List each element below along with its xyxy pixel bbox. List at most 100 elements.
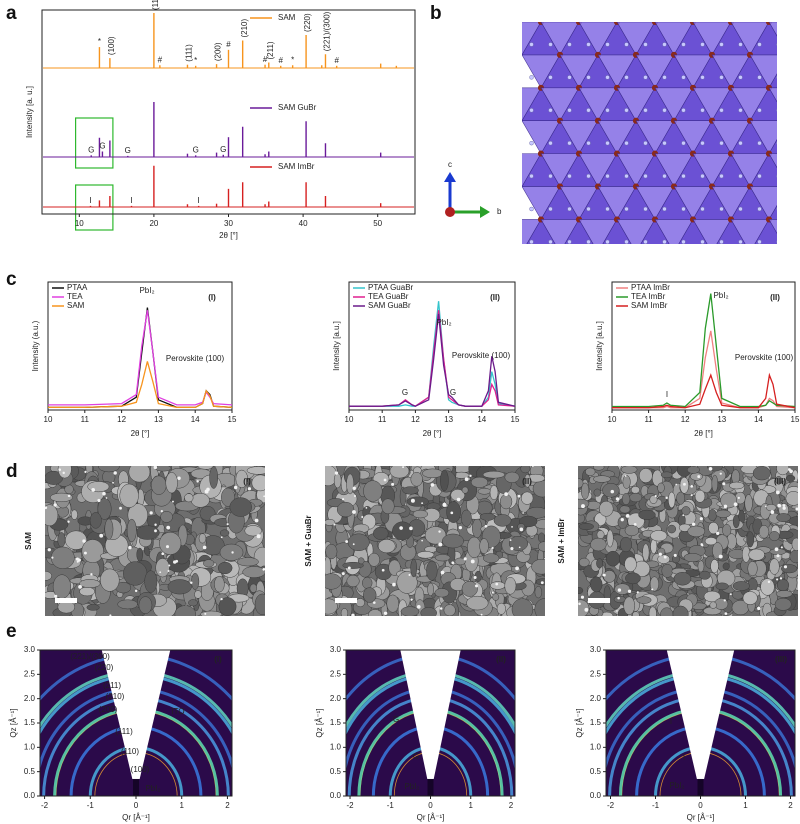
atom (681, 75, 686, 80)
x-tick-label: -2 (346, 801, 354, 810)
grain (492, 593, 500, 601)
grain (629, 492, 643, 503)
grain (470, 476, 489, 488)
bright-speck (697, 475, 701, 479)
atom (700, 206, 705, 212)
octahedron (674, 252, 712, 285)
grain (619, 536, 633, 553)
bright-speck (262, 568, 265, 571)
grain (190, 493, 210, 508)
atom (529, 108, 534, 113)
grain (720, 492, 738, 509)
atom (796, 108, 800, 112)
peak-label: G (88, 145, 94, 154)
grain (758, 525, 770, 539)
bright-speck (438, 530, 441, 533)
bright-speck (167, 570, 170, 572)
bright-speck (540, 581, 544, 585)
grain (499, 494, 513, 510)
peak-label: G (193, 145, 199, 154)
grain (765, 504, 777, 512)
legend-label: SAM ImBr (278, 162, 315, 171)
bright-speck (718, 554, 723, 559)
bright-speck (53, 503, 57, 507)
atom (529, 140, 534, 146)
grain (715, 582, 729, 591)
grain (254, 593, 265, 616)
grain (731, 469, 741, 485)
octahedron (788, 0, 800, 22)
grain (333, 472, 342, 489)
grain (482, 470, 505, 479)
bright-speck (719, 472, 722, 475)
grain (776, 466, 790, 476)
y-axis-label: Intensity [a.u.] (595, 321, 604, 371)
atom (662, 239, 667, 244)
axis-label: b (497, 207, 502, 216)
bright-speck (333, 523, 336, 526)
x-tick-label: 10 (75, 219, 84, 228)
grain (744, 494, 753, 513)
annotation: (210) (106, 692, 125, 701)
grain (482, 553, 500, 563)
grain (373, 526, 389, 540)
atom (548, 173, 553, 179)
atom (662, 108, 667, 113)
atom (587, 273, 591, 277)
panel-numeral: (I) (214, 655, 222, 664)
grain (732, 581, 750, 591)
bright-speck (616, 610, 618, 612)
grain (649, 495, 658, 504)
atom (624, 140, 629, 146)
bright-speck (391, 482, 395, 486)
grain (336, 501, 355, 518)
grain (489, 485, 499, 501)
y-tick-label: 0.5 (330, 767, 342, 776)
atom (586, 108, 591, 113)
missing-wedge (400, 650, 461, 779)
grain (368, 552, 380, 567)
grain (242, 566, 265, 578)
bright-speck (134, 589, 138, 593)
y-tick-label: 1.5 (24, 718, 36, 727)
atom (624, 173, 629, 179)
bright-speck (775, 490, 780, 495)
panel-numeral: (III) (775, 655, 787, 664)
grain (581, 482, 590, 500)
atom (739, 10, 743, 14)
sem-image (325, 466, 545, 616)
grain (791, 537, 798, 551)
bright-speck (456, 497, 461, 502)
grain (775, 475, 783, 485)
bright-speck (440, 570, 445, 575)
atom (586, 42, 591, 47)
grain (461, 509, 472, 527)
bright-speck (673, 553, 677, 557)
x-axis-label: Qr [Å⁻¹] (417, 813, 445, 822)
atom (709, 249, 715, 255)
panel-numeral: (II) (770, 293, 780, 302)
grain (752, 466, 771, 481)
bright-speck (383, 478, 387, 482)
bright-speck (67, 520, 70, 523)
bright-speck (504, 492, 508, 496)
grain (746, 531, 755, 548)
series-line (612, 330, 796, 409)
annotation: PbI₂ (669, 781, 684, 790)
bright-speck (102, 491, 106, 496)
legend-label: SAM ImBr (631, 301, 668, 310)
grain (578, 587, 584, 595)
plot-frame (611, 281, 796, 411)
grain (443, 604, 456, 616)
grain (396, 571, 418, 594)
atom (625, 273, 629, 277)
bright-speck (690, 494, 693, 497)
grain (578, 478, 584, 489)
bright-speck (113, 471, 117, 475)
bright-speck (515, 566, 519, 571)
grain (632, 611, 640, 616)
grain (97, 497, 112, 520)
grain (410, 558, 418, 578)
bright-speck (474, 584, 478, 588)
grain (86, 604, 100, 611)
